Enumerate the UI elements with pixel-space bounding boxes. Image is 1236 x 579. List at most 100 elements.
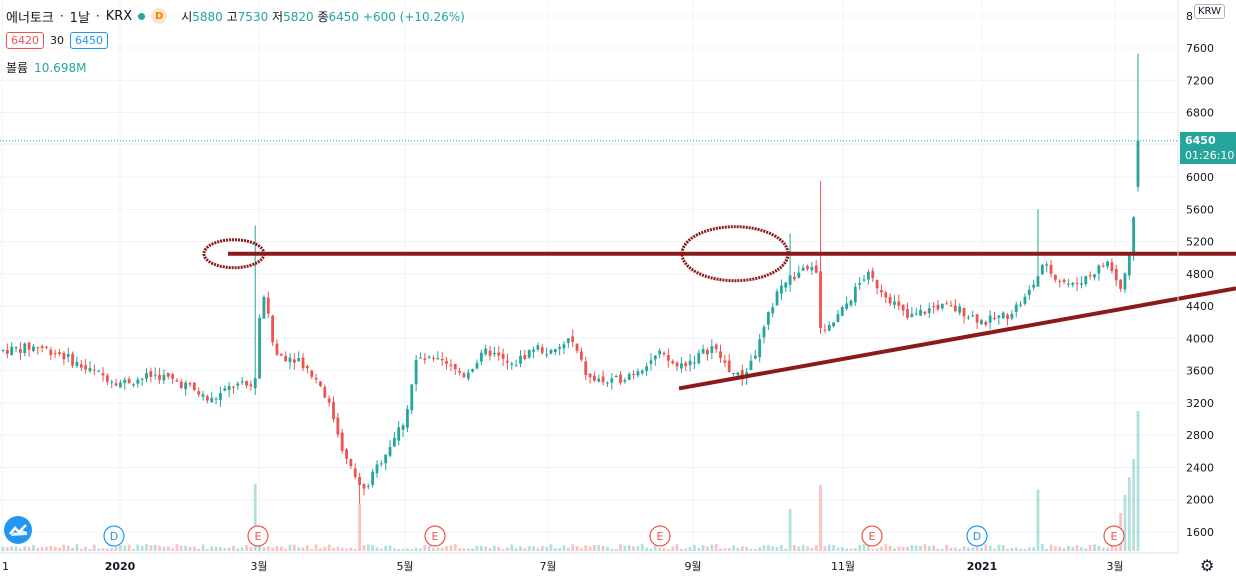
candle-body <box>406 409 409 428</box>
candle-body <box>653 355 657 360</box>
candle-body <box>875 280 879 289</box>
dividend-marker[interactable]: D <box>103 525 125 547</box>
candle-body <box>1010 314 1014 319</box>
bid-price-button[interactable]: 6420 <box>6 32 44 49</box>
candle <box>1023 293 1027 306</box>
settings-gear-icon[interactable]: ⚙ <box>1200 556 1215 575</box>
candle <box>136 376 140 388</box>
candle-body <box>219 392 222 400</box>
chart-grid <box>0 0 1178 553</box>
candle <box>658 348 662 359</box>
candle <box>693 355 696 370</box>
candle-body <box>732 372 735 374</box>
interval-label[interactable]: 1날 <box>69 10 90 26</box>
earnings-marker[interactable]: E <box>649 525 671 547</box>
candle <box>923 311 927 316</box>
volume-bar <box>727 547 731 551</box>
candle-body <box>1 349 5 351</box>
candle <box>297 351 301 362</box>
candle <box>810 261 814 275</box>
candle-body <box>36 347 40 349</box>
volume-bar <box>793 544 796 551</box>
volume-bar <box>166 546 170 551</box>
candle-body <box>71 353 74 366</box>
candle <box>932 302 936 314</box>
candle-body <box>679 363 683 369</box>
candle-body <box>366 485 370 487</box>
volume-bar <box>1136 411 1140 551</box>
candle-body <box>658 350 662 355</box>
market-status-icon <box>138 12 146 20</box>
candle-body <box>1097 265 1101 274</box>
candle <box>236 381 240 390</box>
candle-body <box>832 322 835 327</box>
candle-body <box>345 449 348 459</box>
volume-bar <box>1067 545 1070 551</box>
candle-body <box>762 326 766 338</box>
candle-body <box>880 290 883 293</box>
candle <box>319 380 322 388</box>
candle <box>166 372 170 380</box>
earnings-marker[interactable]: E <box>861 525 883 547</box>
volume-bar <box>1058 546 1062 551</box>
highlight-circle-right[interactable] <box>680 225 790 283</box>
support-trendline[interactable] <box>678 286 1236 391</box>
volume-bar <box>923 544 927 551</box>
candle-body <box>862 279 866 281</box>
candle <box>901 304 905 317</box>
symbol-name[interactable]: 에너토크 <box>6 10 54 26</box>
svg-text:E: E <box>869 530 876 543</box>
candle-body <box>488 350 492 356</box>
candle-body <box>736 372 740 376</box>
candle <box>1067 278 1070 288</box>
candle <box>866 269 870 285</box>
candle-body <box>975 314 979 323</box>
candle-body <box>588 373 592 378</box>
earnings-marker[interactable]: E <box>247 525 269 547</box>
candle <box>597 374 601 383</box>
candle <box>788 233 792 292</box>
tradingview-logo-icon[interactable] <box>4 516 32 544</box>
candle-body <box>536 345 540 350</box>
earnings-marker[interactable]: E <box>424 525 446 547</box>
candle-body <box>619 374 622 383</box>
candle-body <box>775 291 779 306</box>
highlight-circle-left[interactable] <box>202 238 266 270</box>
volume-legend[interactable]: 볼륨 10.698M <box>6 59 465 76</box>
candle <box>123 377 127 390</box>
candle-body <box>610 378 614 383</box>
earnings-marker[interactable]: E <box>1103 525 1125 547</box>
candle <box>1040 264 1044 275</box>
candle <box>1045 261 1049 273</box>
volume-bar <box>597 545 601 551</box>
candle <box>292 353 296 370</box>
volume-bar <box>610 548 614 551</box>
volume-bar <box>736 547 740 551</box>
candle <box>223 385 227 392</box>
candle-body <box>119 382 122 388</box>
volume-bar <box>1097 545 1101 551</box>
dividend-marker[interactable]: D <box>966 525 988 547</box>
candle-body <box>649 360 653 364</box>
volume-bar <box>153 544 157 551</box>
candle-body <box>797 272 801 278</box>
volume-bar <box>358 503 361 551</box>
delayed-data-badge[interactable]: D <box>151 8 168 24</box>
candle-body <box>640 370 644 374</box>
candle-body <box>10 346 14 356</box>
candle-body <box>371 471 375 485</box>
volume-bar <box>275 546 279 551</box>
candle-body <box>801 267 805 271</box>
candle <box>1088 271 1092 280</box>
volume-bar <box>453 544 457 551</box>
candle-body <box>675 362 679 367</box>
volume-bar <box>349 547 353 551</box>
volume-bar <box>753 548 757 551</box>
ask-price-button[interactable]: 6450 <box>70 32 108 49</box>
currency-button[interactable]: KRW <box>1194 4 1225 19</box>
volume-bar <box>175 544 179 551</box>
price-tick-label: 2000 <box>1186 494 1214 507</box>
candle <box>5 343 9 359</box>
volume-bar <box>205 548 209 551</box>
